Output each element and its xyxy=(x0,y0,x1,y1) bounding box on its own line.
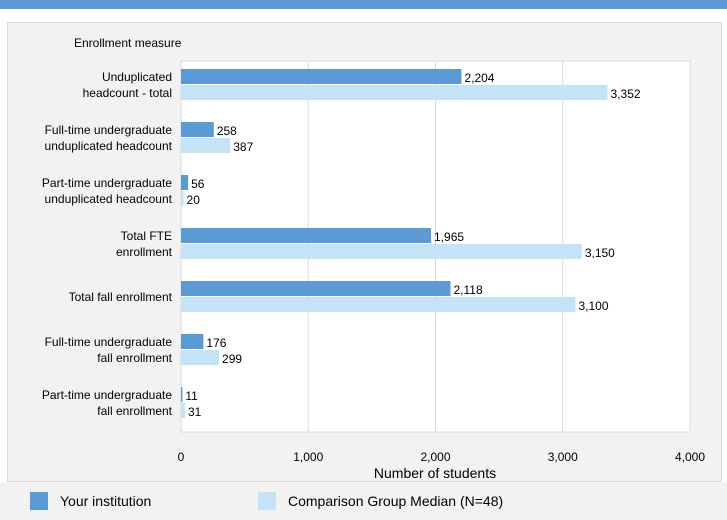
category-label: Total fall enrollment xyxy=(69,290,173,304)
chart-labels: 0 1,000 2,000 3,000 4,000 2,204 3,352 Unduplica… xyxy=(42,70,705,464)
category-label: Full-time undergraduate xyxy=(45,123,173,137)
x-tick-label: 1,000 xyxy=(293,450,323,464)
category-label: unduplicated headcount xyxy=(45,139,173,153)
legend-label-your-institution: Your institution xyxy=(60,493,152,509)
bar xyxy=(181,334,204,349)
legend-label-comparison-group: Comparison Group Median (N=48) xyxy=(288,493,504,509)
bar xyxy=(181,191,184,206)
chart-legend: Your institution Comparison Group Median… xyxy=(0,482,727,520)
category-label: Unduplicated xyxy=(102,70,172,84)
legend-item-your-institution: Your institution xyxy=(30,492,151,510)
data-label: 3,352 xyxy=(611,87,641,101)
data-label: 3,100 xyxy=(578,299,608,313)
data-label: 387 xyxy=(233,140,253,154)
category-label: fall enrollment xyxy=(97,351,172,365)
bar xyxy=(181,244,582,259)
data-label: 31 xyxy=(188,405,202,419)
category-label: Part-time undergraduate xyxy=(42,176,172,190)
data-label: 11 xyxy=(185,389,198,403)
enrollment-bar-chart: 0 1,000 2,000 3,000 4,000 2,204 3,352 Unduplica… xyxy=(42,36,705,481)
data-label: 56 xyxy=(191,177,205,191)
x-tick-label: 4,000 xyxy=(675,450,705,464)
bar xyxy=(181,281,451,296)
legend-swatch-your-institution xyxy=(30,492,48,510)
bar xyxy=(181,69,462,84)
x-tick-label: 3,000 xyxy=(548,450,578,464)
data-label: 1,965 xyxy=(434,230,464,244)
x-axis-title: Number of students xyxy=(374,465,496,481)
category-label: unduplicated headcount xyxy=(45,192,173,206)
category-label: Full-time undergraduate xyxy=(45,335,173,349)
top-accent-bar xyxy=(0,0,727,9)
category-label: Total FTE xyxy=(121,229,172,243)
category-label: Part-time undergraduate xyxy=(42,388,172,402)
x-tick-label: 2,000 xyxy=(420,450,450,464)
bar xyxy=(181,350,220,365)
category-axis-title: Enrollment measure xyxy=(74,36,182,50)
bar xyxy=(181,387,183,402)
category-label: fall enrollment xyxy=(97,404,172,418)
category-label: enrollment xyxy=(116,245,173,259)
legend-item-comparison-group: Comparison Group Median (N=48) xyxy=(258,492,503,510)
data-label: 2,204 xyxy=(464,71,494,85)
bars xyxy=(181,69,608,418)
legend-swatch-comparison-group xyxy=(258,492,276,510)
data-label: 2,118 xyxy=(454,283,483,297)
bar xyxy=(181,297,576,312)
bar xyxy=(181,122,214,137)
data-label: 176 xyxy=(206,336,226,350)
bar xyxy=(181,138,231,153)
bar xyxy=(181,85,608,100)
bar xyxy=(181,403,185,418)
x-tick-label: 0 xyxy=(178,450,185,464)
data-label: 258 xyxy=(217,124,237,138)
bar xyxy=(181,175,189,190)
bar xyxy=(181,228,432,243)
category-label: headcount - total xyxy=(83,86,172,100)
data-label: 299 xyxy=(222,352,242,366)
data-label: 20 xyxy=(187,193,201,207)
data-label: 3,150 xyxy=(585,246,615,260)
